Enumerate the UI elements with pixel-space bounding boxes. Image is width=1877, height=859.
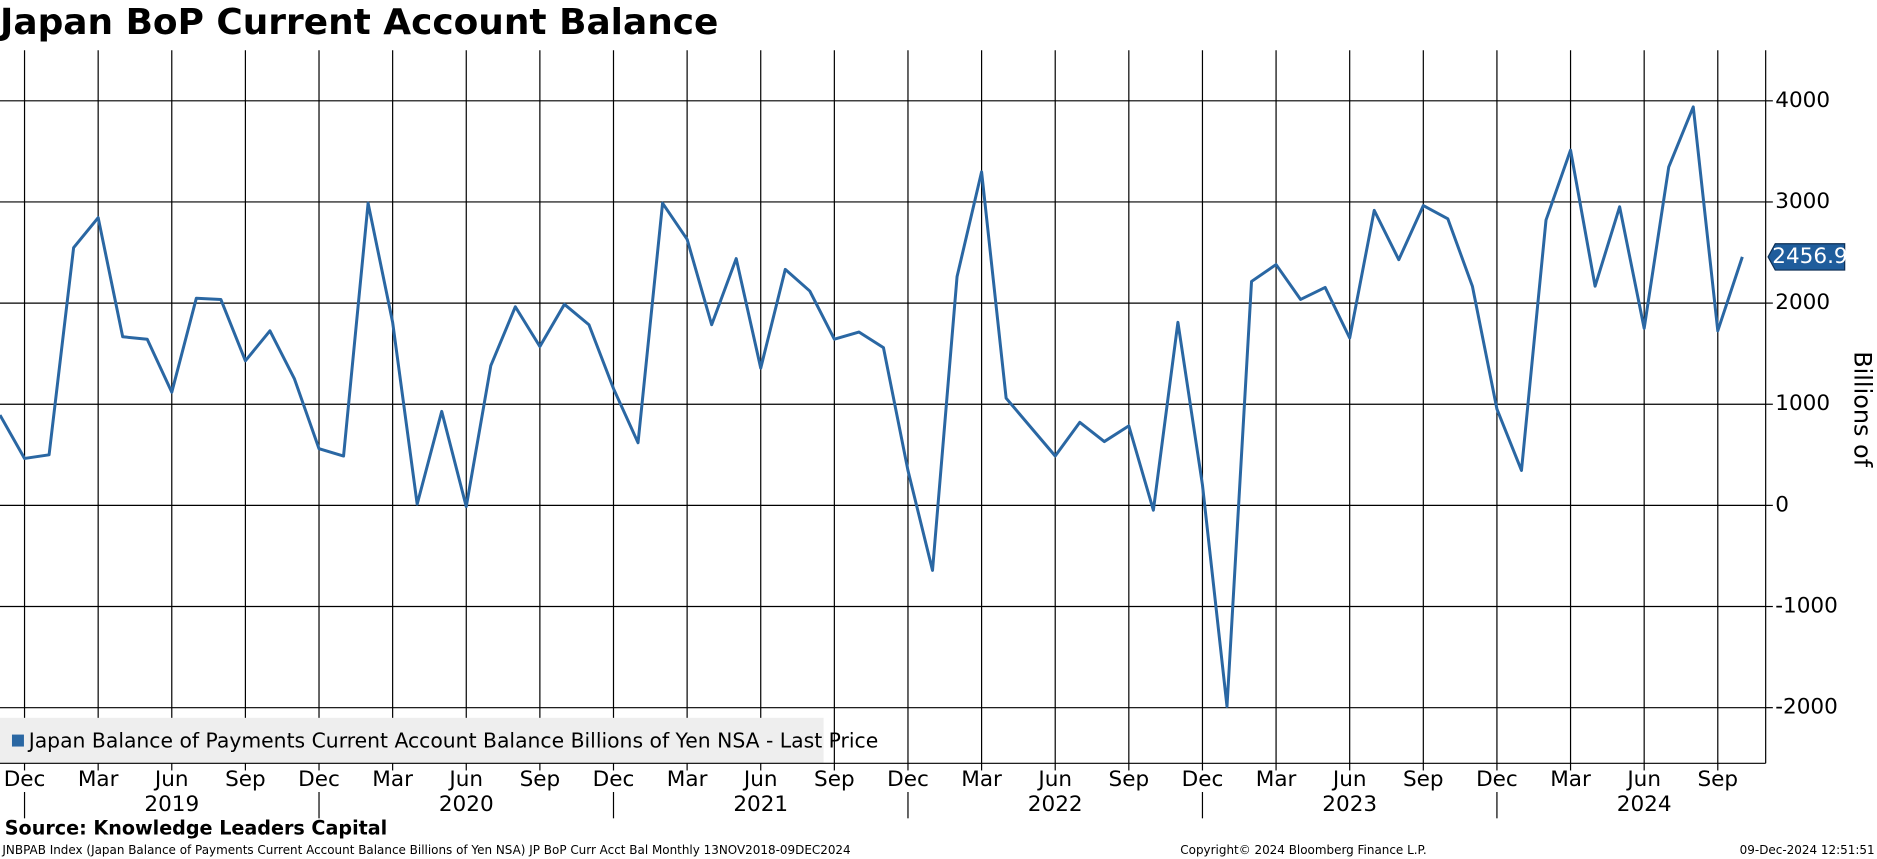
legend-box	[0, 717, 824, 764]
x-tick-label: Sep	[520, 767, 561, 792]
x-tick-label: Mar	[372, 767, 413, 792]
x-tick-label: Sep	[1697, 767, 1738, 792]
last-price-box	[1767, 243, 1846, 271]
x-tick-label: Sep	[1403, 767, 1444, 792]
x-tick-label: Mar	[78, 767, 119, 792]
x-tick-label: Dec	[4, 767, 46, 792]
source: Source: Knowledge Leaders Capital	[5, 817, 387, 840]
x-tick-label: Sep	[1109, 767, 1150, 792]
x-tick-label: Dec	[593, 767, 635, 792]
last-price-label: 2456.9	[1772, 244, 1847, 269]
y-tick-label: -2000	[1775, 695, 1838, 720]
x-tick-label: Jun	[742, 767, 778, 792]
x-tick-label: Mar	[1256, 767, 1297, 792]
year-label: 2022	[1028, 792, 1083, 817]
year-label: 2024	[1617, 792, 1672, 817]
x-tick-label: Jun	[153, 767, 189, 792]
x-tick-label: Jun	[1331, 767, 1367, 792]
year-label: 2019	[144, 792, 199, 817]
year-label: 2020	[439, 792, 494, 817]
x-tick-label: Mar	[1550, 767, 1591, 792]
x-tick-label: Dec	[1182, 767, 1224, 792]
x-tick-label: Mar	[667, 767, 708, 792]
footer-right: 09-Dec-2024 12:51:51	[1740, 843, 1875, 857]
footer-center: Copyright© 2024 Bloomberg Finance L.P.	[1180, 843, 1426, 857]
y-tick-label: -1000	[1775, 594, 1838, 619]
y-tick-label: 4000	[1775, 88, 1830, 113]
x-tick-label: Sep	[814, 767, 855, 792]
x-tick-label: Dec	[298, 767, 340, 792]
chart-title: Japan BoP Current Account Balance	[0, 2, 718, 43]
y-tick-label: 3000	[1775, 189, 1830, 214]
legend-label: Japan Balance of Payments Current Accoun…	[27, 729, 879, 753]
year-label: 2023	[1322, 792, 1377, 817]
y-tick-label: 2000	[1775, 290, 1830, 315]
series-line	[0, 105, 1744, 708]
legend-swatch	[11, 734, 24, 747]
x-tick-label: Sep	[225, 767, 266, 792]
x-tick-label: Dec	[887, 767, 929, 792]
year-label: 2021	[733, 792, 788, 817]
x-tick-label: Mar	[961, 767, 1002, 792]
x-tick-label: Jun	[1625, 767, 1661, 792]
footer-left: JNBPAB Index (Japan Balance of Payments …	[1, 843, 850, 857]
x-tick-label: Jun	[447, 767, 483, 792]
x-tick-label: Dec	[1476, 767, 1518, 792]
y-axis-label: Billions of	[1848, 351, 1876, 467]
x-tick-label: Jun	[1036, 767, 1072, 792]
y-tick-label: 1000	[1775, 391, 1830, 416]
y-tick-label: 0	[1775, 492, 1789, 517]
